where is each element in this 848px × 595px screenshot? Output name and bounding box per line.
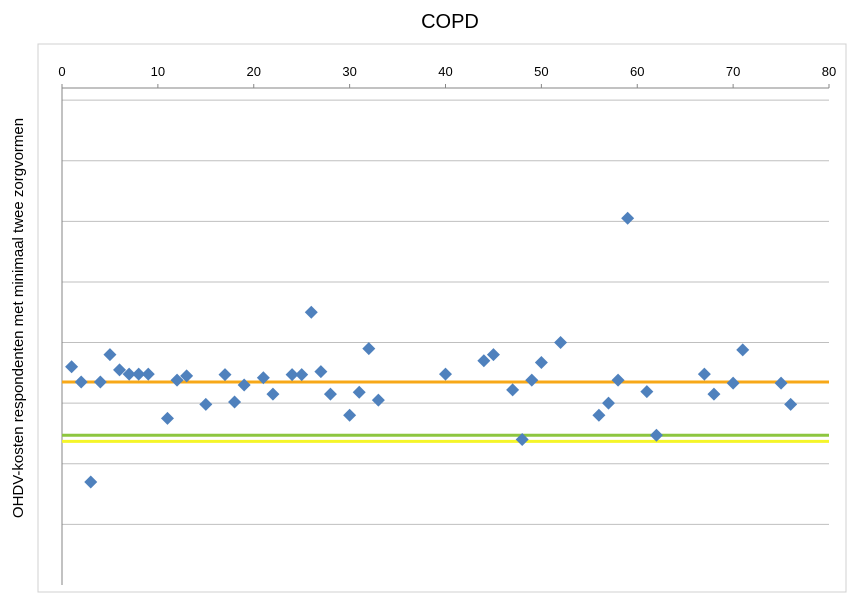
data-point: [621, 211, 635, 225]
data-point: [180, 369, 194, 383]
data-point: [199, 397, 213, 411]
data-point: [314, 365, 328, 379]
data-point: [486, 348, 500, 362]
data-point: [160, 411, 174, 425]
x-tick-label: 20: [247, 64, 261, 79]
data-point: [343, 408, 357, 422]
data-point: [525, 373, 539, 387]
x-tick-label: 60: [630, 64, 644, 79]
data-point: [141, 367, 155, 381]
data-point: [132, 367, 146, 381]
x-tick-label: 30: [342, 64, 356, 79]
x-tick-label: 80: [822, 64, 836, 79]
data-point: [774, 376, 788, 390]
x-tick-label: 70: [726, 64, 740, 79]
data-point: [65, 360, 79, 374]
data-point: [103, 348, 117, 362]
data-point: [256, 371, 270, 385]
data-point: [592, 408, 606, 422]
data-point: [649, 428, 663, 442]
data-point: [323, 387, 337, 401]
x-tick-label: 0: [58, 64, 65, 79]
data-point: [218, 368, 232, 382]
data-point: [352, 385, 366, 399]
data-point: [362, 342, 376, 356]
data-point: [477, 354, 491, 368]
data-point: [266, 387, 280, 401]
data-point: [74, 375, 88, 389]
y-axis-label: OHDV-kosten respondenten met minimaal tw…: [10, 118, 27, 518]
data-point: [93, 375, 107, 389]
data-point: [122, 367, 136, 381]
data-point: [285, 368, 299, 382]
data-point: [237, 378, 251, 392]
data-point: [554, 336, 568, 350]
data-point: [515, 433, 529, 447]
chart-area-border: [37, 43, 847, 593]
chart-title: COPD: [421, 11, 479, 33]
plot-area: 0 10 20 30 40 50 60 70 80: [58, 64, 836, 585]
data-point: [707, 387, 721, 401]
data-point: [784, 397, 798, 411]
data-point: [228, 395, 242, 409]
x-tick-label: 10: [151, 64, 165, 79]
data-point: [534, 356, 548, 370]
data-point: [170, 373, 184, 387]
data-point: [84, 475, 98, 489]
x-tick-label: 40: [438, 64, 452, 79]
data-point: [295, 368, 309, 382]
data-point: [611, 373, 625, 387]
data-point: [506, 383, 520, 397]
x-tick-label: 50: [534, 64, 548, 79]
data-point: [601, 396, 615, 410]
data-point: [371, 393, 385, 407]
data-point: [726, 376, 740, 390]
data-point: [697, 367, 711, 381]
data-point: [304, 305, 318, 319]
data-point: [640, 385, 654, 399]
data-point: [439, 367, 452, 381]
data-point: [736, 343, 750, 357]
data-point: [113, 363, 127, 377]
